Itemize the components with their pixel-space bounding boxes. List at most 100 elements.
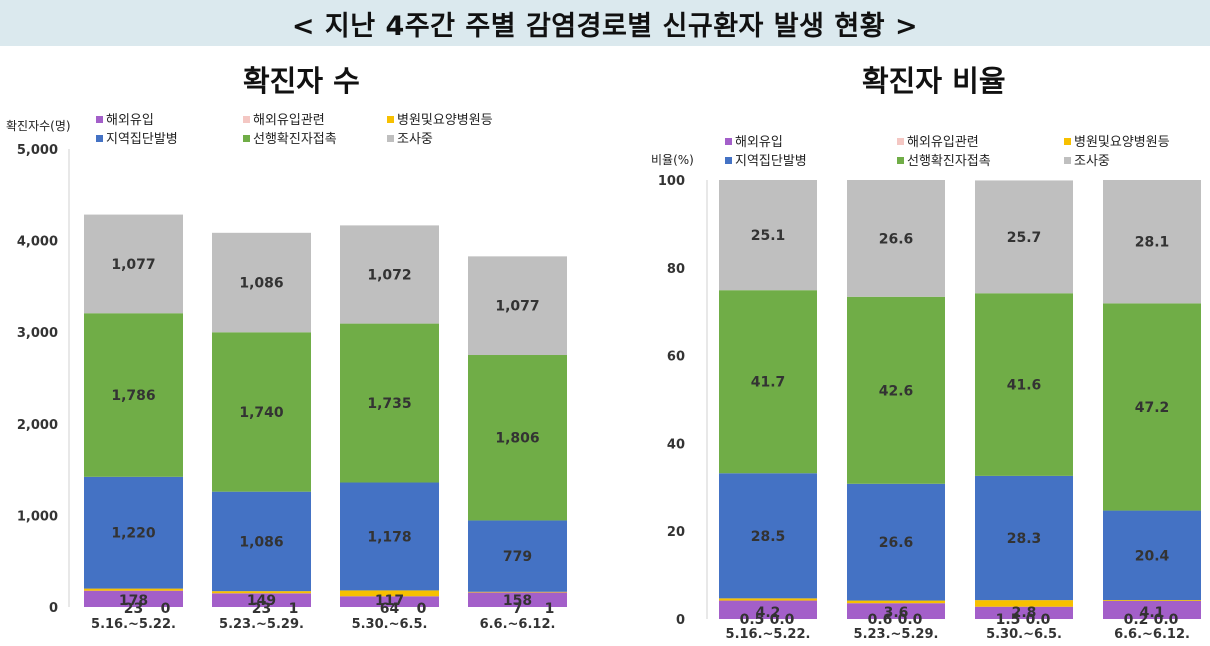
chart-ratio-legend-swatch — [1064, 157, 1071, 164]
chart-ratio-bar-investigating — [975, 180, 1073, 294]
chart-count-ytick-label: 5,000 — [17, 143, 58, 158]
chart-count-legend-swatch — [96, 135, 103, 142]
chart-count-data-label-hospital: 64 — [380, 601, 400, 617]
chart-ratio-data-label-regional_cluster: 28.5 — [751, 529, 786, 545]
chart-count-data-label-prior_contact: 1,740 — [239, 405, 284, 421]
chart-ratio-bar-prior_contact — [719, 290, 817, 474]
chart-count-data-label-overseas_related: 1 — [289, 601, 299, 617]
chart-ratio-bar-regional_cluster — [975, 475, 1073, 601]
chart-count-bar-prior_contact — [84, 313, 183, 477]
chart-ratio-data-label-investigating: 25.7 — [1007, 230, 1042, 246]
chart-count-data-label-hospital: 23 — [252, 601, 271, 617]
chart-ratio-data-label-overseas: 4.1 — [1140, 605, 1165, 621]
chart-ratio-data-label-overseas_related: 0.0 — [1026, 612, 1051, 628]
chart-count-bar-overseas — [468, 592, 567, 607]
chart-ratio-data-label-prior_contact: 47.2 — [1135, 400, 1170, 416]
chart-ratio-data-label-overseas_related: 0.0 — [898, 612, 923, 628]
chart-ratio-bar-regional_cluster — [719, 473, 817, 599]
chart-title-count: 확진자 수 — [243, 64, 360, 98]
chart-count-bar-regional_cluster — [340, 482, 439, 591]
chart-ratio-ytick-label: 100 — [658, 174, 685, 189]
chart-count-legend-swatch — [96, 116, 103, 123]
chart-ratio-category-label: 6.6.~6.12. — [1114, 627, 1190, 642]
chart-ratio-legend-label: 조사중 — [1074, 154, 1110, 169]
chart-ratio-legend-swatch — [725, 157, 732, 164]
chart-ratio-bar-hospital — [975, 600, 1073, 607]
chart-ratio-data-label-hospital: 0.6 — [868, 612, 893, 628]
chart-ratio-data-label-overseas_related: 0.0 — [1154, 612, 1179, 628]
chart-ratio-legend-label: 지역집단발병 — [735, 154, 807, 169]
chart-ratio-ytick-label: 60 — [667, 350, 685, 365]
chart-count-bar-hospital — [468, 591, 567, 593]
chart-count-category-label: 5.23.~5.29. — [219, 617, 304, 632]
chart-count-bar-overseas — [84, 590, 183, 607]
chart-ratio-data-label-investigating: 26.6 — [879, 231, 914, 247]
chart-ratio-bar-investigating — [1103, 180, 1201, 304]
chart-title-ratio: 확진자 비율 — [862, 64, 1006, 98]
chart-count-data-label-overseas_related: 0 — [161, 601, 171, 617]
chart-count-category-label: 5.30.~6.5. — [352, 617, 428, 632]
chart-count-legend-swatch — [387, 116, 394, 123]
chart-ratio-legend-label: 병원및요양병원등 — [1074, 135, 1170, 150]
chart-count-bar-investigating — [468, 256, 567, 356]
chart-count-legend-label: 해외유입 — [106, 113, 154, 128]
chart-count-bar-regional_cluster — [84, 476, 183, 589]
chart-count-data-label-overseas_related: 0 — [417, 601, 427, 617]
chart-count-bar-regional_cluster — [468, 520, 567, 592]
chart-ratio-ytick-label: 0 — [676, 613, 685, 628]
chart-ratio-data-label-investigating: 28.1 — [1135, 235, 1170, 251]
chart-ratio-legend-swatch — [1064, 138, 1071, 145]
chart-count-ylabel: 확진자수(명) — [6, 119, 71, 133]
chart-ratio-data-label-prior_contact: 41.6 — [1007, 378, 1042, 394]
chart-ratio-bar-prior_contact — [847, 296, 945, 484]
chart-ratio-ytick-label: 40 — [667, 437, 685, 452]
chart-count-ytick-label: 3,000 — [17, 326, 58, 341]
chart-count-bar-regional_cluster — [212, 491, 311, 592]
chart-count-legend-label: 병원및요양병원등 — [397, 113, 493, 128]
chart-count-data-label-prior_contact: 1,735 — [367, 396, 411, 412]
chart-count-ytick-label: 2,000 — [17, 418, 58, 433]
chart-count-data-label-overseas: 158 — [503, 593, 532, 609]
chart-ratio-bar-regional_cluster — [847, 483, 945, 601]
chart-ratio-data-label-regional_cluster: 20.4 — [1135, 548, 1170, 564]
chart-count-ytick-label: 1,000 — [17, 509, 58, 524]
chart-ratio-bar-overseas — [719, 600, 817, 619]
chart-ratio-ylabel: 비율(%) — [651, 153, 694, 167]
chart-ratio-data-label-overseas: 2.8 — [1012, 605, 1037, 621]
chart-count-legend-swatch — [243, 116, 250, 123]
chart-count-data-label-overseas: 178 — [119, 593, 148, 609]
chart-ratio-data-label-regional_cluster: 26.6 — [879, 535, 914, 551]
chart-ratio-legend-label: 해외유입 — [735, 135, 783, 150]
chart-ratio-bar-overseas — [1103, 601, 1201, 619]
chart-count-legend-swatch — [243, 135, 250, 142]
chart-count-data-label-hospital: 7 — [513, 601, 523, 617]
chart-ratio-ytick-label: 80 — [667, 262, 685, 277]
chart-count-data-label-investigating: 1,072 — [367, 267, 411, 283]
chart-ratio-bar-hospital — [1103, 600, 1201, 602]
chart-ratio-bar-hospital — [719, 598, 817, 601]
header-banner: < 지난 4주간 주별 감염경로별 신규환자 발생 현황 > — [0, 0, 1210, 46]
chart-count-bar-investigating — [340, 225, 439, 324]
chart-count-legend-label: 선행확진자접촉 — [253, 131, 337, 147]
chart-ratio-bar-prior_contact — [975, 293, 1073, 476]
chart-ratio-ytick-label: 20 — [667, 525, 685, 540]
chart-count-data-label-prior_contact: 1,786 — [111, 388, 155, 404]
chart-count-data-label-prior_contact: 1,806 — [495, 431, 539, 447]
chart-ratio-data-label-regional_cluster: 28.3 — [1007, 531, 1042, 547]
chart-count-data-label-overseas: 117 — [375, 593, 404, 609]
chart-count-bar-prior_contact — [340, 323, 439, 483]
chart-count-data-label-regional_cluster: 779 — [503, 549, 532, 565]
chart-count-data-label-overseas: 149 — [247, 593, 276, 609]
chart-count-legend-label: 지역집단발병 — [106, 132, 178, 147]
chart-ratio-data-label-prior_contact: 41.7 — [751, 375, 786, 391]
chart-ratio-legend-swatch — [897, 157, 904, 164]
chart-ratio-data-label-hospital: 1.5 — [996, 612, 1021, 628]
chart-count-data-label-investigating: 1,086 — [239, 276, 283, 292]
chart-ratio-data-label-prior_contact: 42.6 — [879, 383, 914, 399]
chart-count-data-label-hospital: 23 — [124, 601, 143, 617]
chart-ratio-category-label: 5.23.~5.29. — [854, 627, 939, 642]
chart-count-ytick-label: 0 — [49, 601, 58, 616]
chart-ratio-legend-swatch — [897, 138, 904, 145]
chart-ratio-bar-hospital — [847, 600, 945, 604]
